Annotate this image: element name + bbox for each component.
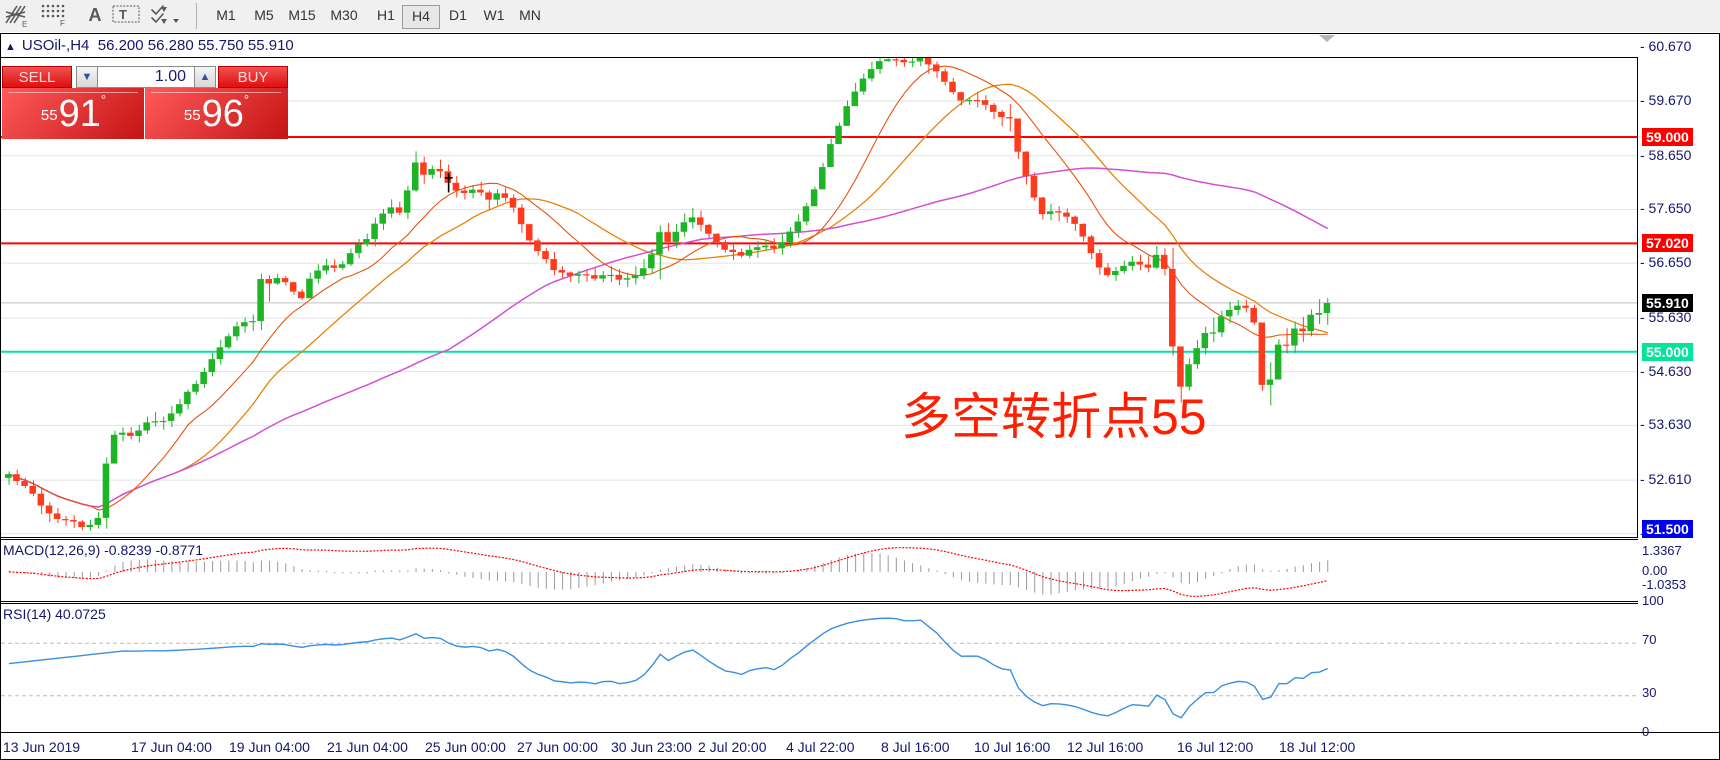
svg-text:E: E	[22, 20, 27, 29]
svg-text:T: T	[119, 7, 127, 22]
svg-text:多空转折点55: 多空转折点55	[901, 389, 1207, 445]
svg-text:F: F	[60, 19, 65, 27]
